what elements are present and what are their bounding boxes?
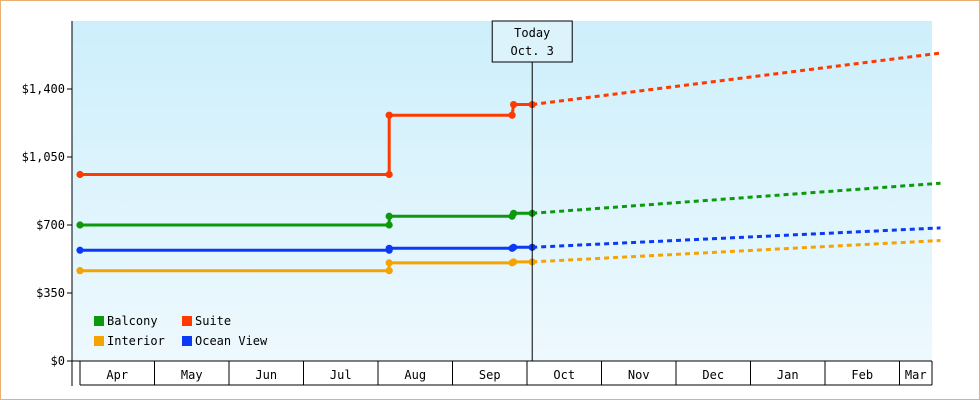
y-tick-label: $0 (51, 354, 65, 368)
x-tick-label: Feb (851, 368, 873, 382)
series-suite-forecast (532, 51, 941, 106)
series-layer (76, 51, 941, 275)
y-axis: $0 $350 $700 $1,050 $1,400 (22, 21, 73, 386)
x-tick-label: Jul (330, 368, 352, 382)
legend-label-suite: Suite (195, 314, 231, 328)
legend-swatch-ocean-view (182, 336, 192, 346)
series-suite-point (509, 100, 518, 109)
series-ocean-view-point (509, 243, 518, 251)
series-ocean-view-point (385, 244, 393, 252)
series-suite-point (508, 111, 516, 119)
x-tick-label: Apr (106, 368, 128, 382)
legend-swatch-interior (94, 336, 104, 346)
x-tick-label: Jan (777, 368, 799, 382)
x-tick-label: Dec (702, 368, 724, 382)
series-balcony-point (385, 212, 393, 220)
x-tick-label: Sep (479, 368, 501, 382)
x-tick-label: Aug (404, 368, 426, 382)
plot-area (72, 21, 932, 361)
series-suite-point (385, 111, 393, 119)
today-label-line1: Today (514, 26, 550, 40)
series-interior-point (385, 259, 393, 267)
series-interior-point (385, 267, 393, 275)
series-balcony-point (385, 221, 393, 229)
today-label-box (491, 20, 573, 63)
series-suite-point (76, 170, 84, 179)
x-axis: Apr May Jun Jul Aug Sep Oct Nov Dec Jan Feb Mar (72, 360, 933, 386)
series-interior-point (76, 267, 84, 275)
today-label-line2: Oct. 3 (511, 44, 554, 58)
y-tick-label: $700 (36, 218, 65, 232)
x-tick-label: Mar (905, 368, 927, 382)
series-interior-point (509, 258, 518, 266)
y-tick-label: $1,400 (22, 82, 65, 96)
legend-label-balcony: Balcony (107, 314, 158, 328)
x-tick-label: Nov (628, 368, 650, 382)
y-tick-label: $1,050 (22, 150, 65, 164)
legend-label-interior: Interior (107, 334, 165, 348)
legend-swatch-balcony (94, 316, 104, 326)
y-tick-label: $350 (36, 286, 65, 300)
series-suite-point (385, 170, 393, 179)
legend-label-ocean-view: Ocean View (195, 334, 268, 348)
series-ocean-view-point (76, 246, 84, 254)
x-tick-label: May (181, 368, 203, 382)
today-marker: Today Oct. 3 (491, 20, 573, 361)
x-tick-label: Oct (553, 368, 575, 382)
series-balcony-point (509, 209, 518, 217)
legend: Balcony Suite Interior Ocean View (94, 314, 268, 348)
series-balcony-point (76, 221, 84, 229)
legend-swatch-suite (182, 316, 192, 326)
x-tick-label: Jun (255, 368, 277, 382)
